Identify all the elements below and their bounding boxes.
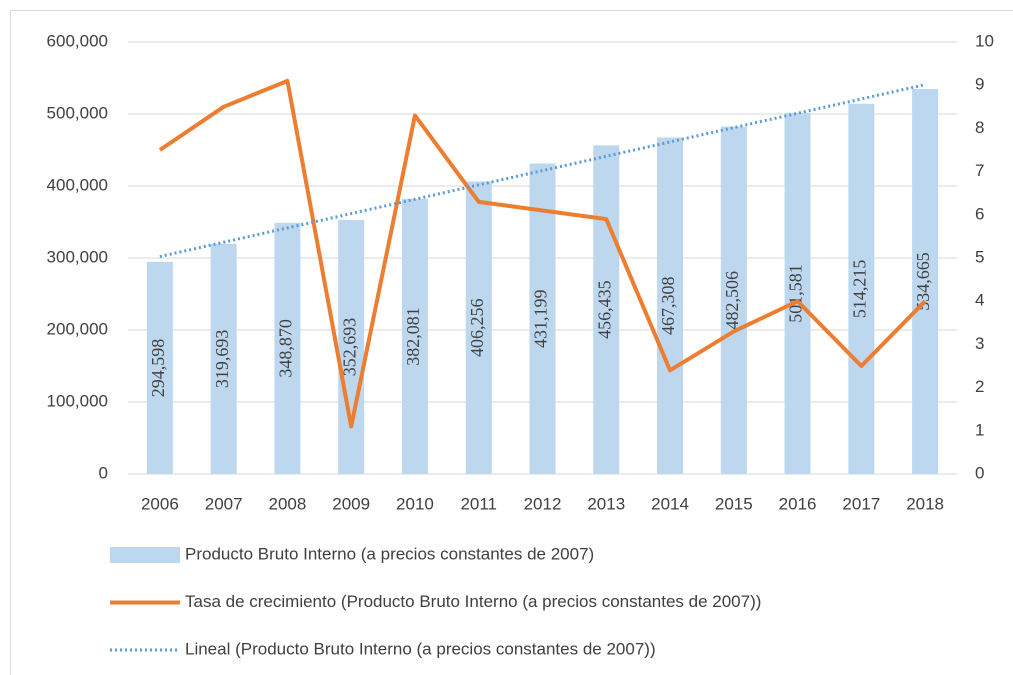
- bar: [593, 145, 620, 474]
- data-label: 348,870: [276, 319, 296, 378]
- y2-tick-label: 5: [975, 247, 984, 266]
- x-tick-label: 2011: [460, 494, 497, 513]
- legend-label: Producto Bruto Interno (a precios consta…: [185, 544, 594, 563]
- bar: [529, 163, 556, 474]
- y2-tick-label: 10: [975, 31, 994, 50]
- y2-tick-label: 3: [975, 334, 984, 353]
- x-tick-label: 2015: [715, 494, 753, 513]
- bar: [274, 222, 301, 474]
- chart-border: [10, 10, 1013, 675]
- y2-tick-label: 6: [975, 204, 984, 223]
- data-label: 352,693: [339, 318, 359, 377]
- x-tick-label: 2012: [524, 494, 562, 513]
- data-label: 501,581: [786, 264, 806, 323]
- bar: [465, 181, 492, 475]
- bar: [401, 198, 428, 475]
- y2-tick-label: 2: [975, 377, 984, 396]
- y-tick-label: 200,000: [47, 319, 108, 338]
- x-tick-label: 2009: [332, 494, 370, 513]
- bar: [784, 112, 811, 474]
- bar: [146, 261, 173, 474]
- legend-label: Tasa de crecimiento (Producto Bruto Inte…: [185, 592, 761, 611]
- legend-label: Lineal (Producto Bruto Interno (a precio…: [185, 639, 656, 658]
- y2-tick-label: 8: [975, 118, 984, 137]
- y-tick-label: 600,000: [47, 31, 108, 50]
- data-label: 431,199: [531, 290, 551, 349]
- bar: [848, 103, 875, 474]
- legend-swatch: [110, 547, 180, 563]
- x-tick-label: 2008: [269, 494, 307, 513]
- x-tick-label: 2016: [779, 494, 817, 513]
- y2-tick-label: 9: [975, 75, 984, 94]
- x-tick-label: 2018: [906, 494, 944, 513]
- y-tick-label: 300,000: [47, 247, 108, 266]
- line: [158, 78, 927, 429]
- data-label: 406,256: [467, 298, 487, 357]
- y2-tick-label: 0: [975, 463, 984, 482]
- bar: [912, 89, 939, 474]
- y-tick-label: 0: [99, 463, 108, 482]
- y-tick-label: 500,000: [47, 103, 108, 122]
- data-label: 534,665: [913, 252, 933, 311]
- y2-tick-label: 4: [975, 291, 984, 310]
- y-tick-label: 100,000: [47, 391, 108, 410]
- bar: [210, 243, 237, 474]
- x-tick-label: 2010: [396, 494, 434, 513]
- data-label: 294,598: [148, 339, 168, 398]
- data-label: 514,215: [849, 260, 869, 319]
- data-label: 482,506: [722, 271, 742, 330]
- y2-tick-label: 1: [975, 420, 984, 439]
- x-tick-label: 2007: [205, 494, 243, 513]
- bar: [338, 220, 365, 474]
- data-label: 319,693: [212, 330, 232, 389]
- data-label: 382,081: [403, 307, 423, 366]
- x-tick-label: 2014: [651, 494, 689, 513]
- x-tick-label: 2006: [141, 494, 179, 513]
- bar: [720, 126, 747, 475]
- y2-tick-label: 7: [975, 161, 984, 180]
- x-tick-label: 2017: [842, 494, 880, 513]
- x-tick-label: 2013: [587, 494, 625, 513]
- bar: [657, 137, 684, 474]
- data-label: 467,308: [658, 277, 678, 336]
- trend-line: [159, 83, 926, 259]
- y-tick-label: 400,000: [47, 175, 108, 194]
- data-label: 456,435: [594, 280, 614, 339]
